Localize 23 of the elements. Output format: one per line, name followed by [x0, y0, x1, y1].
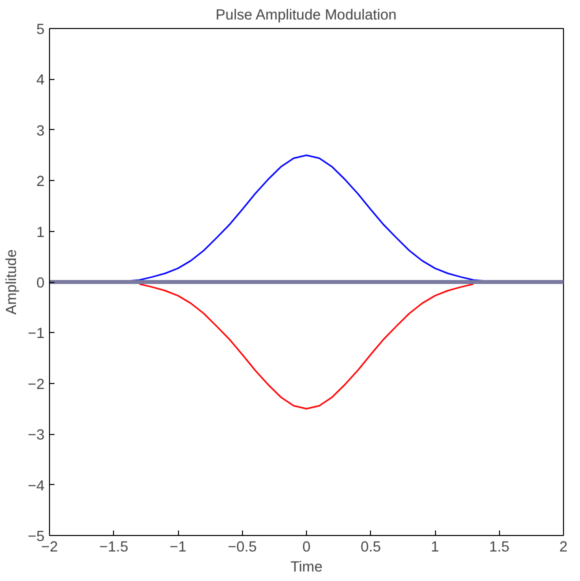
- y-axis-title: Amplitude: [4, 249, 20, 315]
- y-tick-label: 1: [36, 224, 45, 241]
- x-tick-label: 0.5: [360, 540, 381, 556]
- y-tick-label: 5: [36, 22, 45, 38]
- x-tick-label: 2: [559, 540, 568, 556]
- y-tick-label: −2: [28, 376, 45, 393]
- y-tick-label: 4: [36, 72, 45, 89]
- x-tick-label: −0.5: [228, 540, 257, 556]
- y-tick-label: −4: [28, 478, 45, 494]
- chart-title: Pulse Amplitude Modulation: [216, 8, 397, 24]
- x-axis-title: Time: [290, 560, 323, 576]
- x-tick-label: −1: [170, 540, 186, 556]
- y-tick-label: 2: [36, 174, 45, 190]
- y-tick-label: 3: [36, 123, 45, 140]
- y-tick-label: −1: [28, 326, 45, 342]
- y-tick-label: −3: [28, 428, 45, 444]
- x-tick-label: 1: [430, 540, 440, 556]
- y-tick-label: −5: [28, 529, 45, 545]
- line-series: [138, 283, 474, 410]
- x-tick-label: 1.5: [489, 540, 510, 556]
- y-tick-label: 0: [36, 276, 45, 292]
- x-tick-label: −1.5: [99, 540, 128, 556]
- x-tick-label: 0: [302, 540, 311, 556]
